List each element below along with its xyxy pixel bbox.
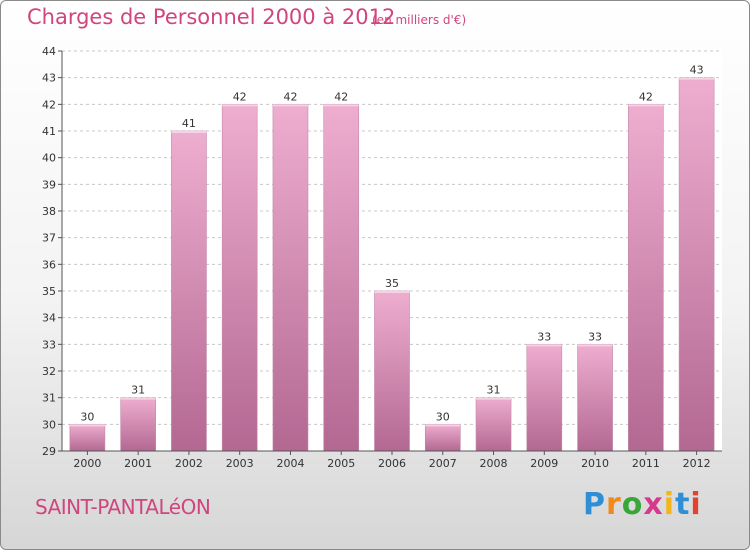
bar-highlight [374,291,410,293]
y-tick-label: 35 [42,285,56,298]
bar [374,290,410,452]
x-tick-label: 2002 [175,457,203,470]
y-tick-label: 39 [42,178,56,191]
chart-unit: (en milliers d'€) [372,13,467,27]
brand-logo: Proxiti [583,487,702,522]
y-tick-label: 36 [42,258,56,271]
x-tick-label: 2008 [480,457,508,470]
bar-highlight [679,77,715,80]
x-tick-label: 2003 [226,457,254,470]
x-tick-label: 2007 [429,457,457,470]
bar [171,130,207,452]
brand-letter: P [583,487,606,522]
y-tick-label: 43 [42,72,56,85]
x-tick-label: 2011 [632,457,660,470]
bar-value-label: 33 [588,330,602,343]
bar-value-label: 30 [436,410,450,423]
y-tick-label: 38 [42,205,56,218]
bar-value-label: 43 [690,64,704,77]
bar-value-label: 33 [537,330,551,343]
x-tick-label: 2001 [124,457,152,470]
bar-highlight [476,397,512,400]
bar-value-label: 31 [131,384,145,397]
y-tick-label: 32 [42,365,56,378]
bar [120,397,156,452]
chart-title: Charges de Personnel 2000 à 2012 [27,5,396,29]
bar [323,104,360,452]
bar-highlight [171,131,207,133]
bar [424,424,461,452]
x-tick-label: 2012 [683,457,711,470]
brand-letter: t [675,487,691,522]
bar-highlight [323,104,359,107]
bar-value-label: 42 [334,90,348,103]
bar-highlight [120,397,156,400]
bar-highlight [222,104,258,107]
x-tick-label: 2010 [581,457,609,470]
bar [475,397,512,452]
bar-value-label: 42 [639,90,653,103]
bar-value-label: 31 [487,384,501,397]
bar-highlight [69,424,105,427]
y-tick-label: 30 [42,418,56,431]
bar [272,104,309,452]
y-tick-label: 37 [42,232,56,245]
x-tick-label: 2004 [276,457,304,470]
bar [221,104,258,452]
bar-highlight [425,424,461,427]
y-tick-label: 34 [42,312,56,325]
bars [69,77,715,452]
bar-value-label: 35 [385,277,399,290]
bar-highlight [272,104,308,107]
y-tick-label: 33 [42,338,56,351]
bar-value-label: 42 [233,90,247,103]
x-tick-label: 2006 [378,457,406,470]
x-tick-label: 2009 [530,457,558,470]
y-tick-label: 31 [42,392,56,405]
bar [526,344,563,452]
x-tick-label: 2000 [73,457,101,470]
y-tick-label: 29 [42,445,56,458]
y-tick-label: 44 [42,45,56,58]
brand-letter: x [643,487,664,522]
brand-letter: r [606,487,622,522]
bar [577,344,613,452]
bar-value-label: 30 [80,410,94,423]
bar [628,104,664,452]
brand-letter: i [690,487,702,522]
bar-value-label: 42 [283,90,297,103]
brand-letter: i [663,487,676,522]
bar-value-label: 41 [182,117,196,130]
y-tick-label: 42 [42,98,56,111]
bar-highlight [577,344,613,347]
y-tick-label: 41 [42,125,56,138]
value-labels: 30 31 41 42 42 42 35 30 31 33 33 42 43 [80,64,703,424]
bar-highlight [628,104,664,107]
axes: 29 30 31 32 33 34 35 36 37 38 39 40 41 42 43 44 2000 2001… [42,45,722,470]
x-tick-label: 2005 [327,457,355,470]
bar-highlight [526,344,562,347]
bar [69,424,106,452]
bar [678,77,715,452]
location-name: SAINT-PANTALéON [35,495,211,519]
y-tick-label: 40 [42,152,56,165]
brand-letter: o [621,487,644,522]
